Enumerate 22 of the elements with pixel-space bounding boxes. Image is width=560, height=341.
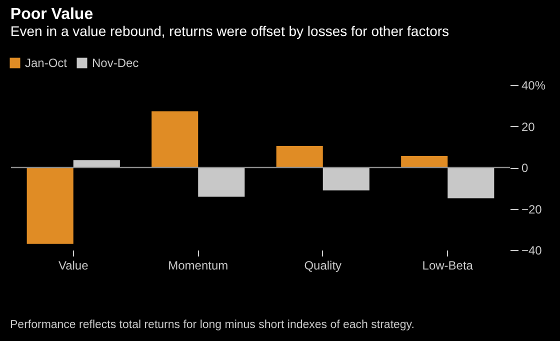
text: Performance reflects total returns for long minus short indexes of each strategy. <box>10 319 414 331</box>
bar <box>198 168 245 197</box>
x-tick-label: Momentum <box>168 258 228 272</box>
bar <box>322 168 370 190</box>
bar <box>448 168 494 198</box>
legend-label: Jan-Oct <box>25 56 68 70</box>
bar <box>26 168 74 244</box>
chart-subtitle: Even in a value rebound, returns were offset by losses for other factors <box>10 23 450 39</box>
x-tick-label: Quality <box>304 258 342 272</box>
y-tick-label: 0 <box>522 161 528 175</box>
y-tick-label: −40 <box>522 244 542 258</box>
bar <box>152 111 198 168</box>
y-tick-label: 20 <box>522 120 536 134</box>
x-tick-label: Low-Beta <box>422 258 474 272</box>
chart-title: Poor Value <box>10 6 94 23</box>
bar <box>401 156 448 168</box>
bar <box>276 146 323 168</box>
legend-label: Nov-Dec <box>92 56 139 70</box>
bar <box>73 160 120 168</box>
y-tick-label: 40% <box>522 78 546 92</box>
y-tick-label: −20 <box>522 202 542 216</box>
x-tick-label: Value <box>58 258 89 272</box>
